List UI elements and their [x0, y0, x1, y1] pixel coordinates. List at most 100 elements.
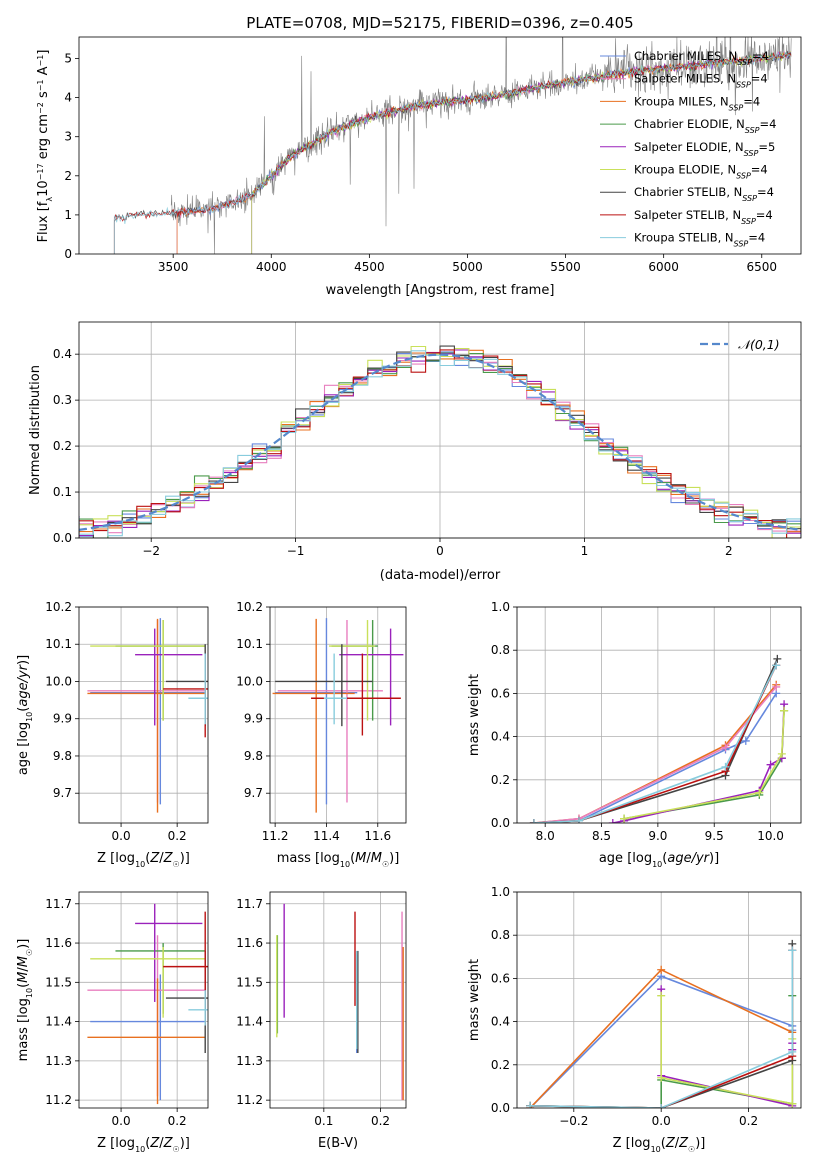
spectrum-axes: 3500 4000 4500 5000 5500 6000 6500 0 1 2 3 4 5 [64, 36, 802, 274]
label-part: λ [45, 197, 54, 202]
x-tick-label: 0.0 [652, 1114, 671, 1128]
label-part: )] [180, 851, 190, 866]
x-tick-label: 0.0 [112, 1114, 131, 1128]
label-part: )] [389, 851, 399, 866]
label-part: =4 [760, 117, 777, 131]
label-part: ( [145, 1136, 150, 1151]
age_vs_mass-axes: 11.2 11.4 11.6 9.7 9.8 9.9 10.0 10.1 10.2 [236, 600, 407, 843]
residuals-plot [79, 345, 801, 538]
label-part: age [log [599, 851, 652, 866]
y-tick-label: 11.3 [45, 1054, 72, 1068]
y-tick-label: 0.6 [491, 686, 510, 700]
y-tick-label: 1 [64, 208, 72, 222]
y-axis-label: mass [log10(M/M☉)] [16, 939, 34, 1062]
y-tick-label: 0.2 [491, 1058, 510, 1072]
label-part: Z [log [613, 1136, 651, 1151]
legend-label: Kroupa MILES, NSSP=4 [634, 94, 760, 112]
y-tick-label: 1.0 [491, 885, 510, 899]
label-part: )] [16, 939, 31, 949]
y-tick-label: 0.8 [491, 643, 510, 657]
y-tick-label: 9.8 [53, 749, 72, 763]
y-tick-label: 0.8 [491, 928, 510, 942]
label-part: SSP [744, 148, 759, 157]
weight-line [660, 995, 794, 1105]
y-tick-label: 11.2 [236, 1093, 263, 1107]
label-part: erg cm [36, 114, 51, 163]
weight-marker [788, 946, 797, 955]
y-tick-label: 11.5 [236, 975, 263, 989]
label-part: Kroupa STELIB, N [634, 231, 734, 245]
label-part: −17 [36, 163, 45, 180]
axes-frame [78, 891, 209, 1109]
weight-marker [608, 819, 617, 823]
legend-label: Chabrier STELIB, NSSP=4 [634, 185, 774, 203]
legend-label: Salpeter ELODIE, NSSP=5 [634, 140, 775, 158]
y-tick-label: 3 [64, 130, 72, 144]
y-tick-label: 0.0 [491, 1101, 510, 1115]
label-part: s [36, 91, 51, 102]
label-part: Z [log [97, 851, 135, 866]
label-part: =4 [743, 94, 760, 108]
y-tick-label: 11.6 [45, 936, 72, 950]
y-tick-label: 10.1 [45, 637, 72, 651]
label-part: Chabrier STELIB, N [634, 185, 742, 199]
legend-label: Salpeter MILES, NSSP=4 [634, 72, 768, 90]
y-tick-label: 11.7 [45, 897, 72, 911]
label-part: Z [log [97, 1136, 135, 1151]
label-part: M [355, 851, 366, 866]
y-tick-label: 11.6 [236, 936, 263, 950]
spectrum-legend: Chabrier MILES, NSSP=4 Salpeter MILES, NS… [600, 49, 776, 248]
weight-marker [788, 1099, 797, 1108]
x-axis-label: wavelength [Angstrom, rest frame] [326, 283, 555, 298]
weight-marker [657, 1104, 666, 1108]
label-part: Kroupa MILES, N [634, 94, 729, 108]
y-axis-label: Flux [fλ10−17 erg cm−2 s−1 A−1] [36, 50, 54, 243]
y-tick-label: 0 [64, 247, 72, 261]
label-part: −2 [36, 102, 45, 114]
y-tick-label: 0.1 [53, 485, 72, 499]
x-axis-label: E(B-V) [318, 1136, 358, 1151]
label-part: −1 [36, 55, 45, 67]
x-tick-label: 3500 [158, 260, 189, 274]
x-tick-label: −0.2 [559, 1114, 588, 1128]
weight-marker [777, 749, 786, 758]
label-part: Z [665, 1136, 676, 1151]
label-part: ☉ [25, 949, 34, 956]
label-part: =4 [751, 72, 768, 86]
label-part: SSP [734, 239, 749, 248]
weight-marker [721, 762, 730, 771]
label-part: Z [678, 1136, 689, 1151]
label-part: age/yr [16, 663, 31, 706]
y-tick-label: 0.0 [53, 531, 72, 545]
x-tick-label: 0.0 [112, 829, 131, 843]
x-axis-label: (data-model)/error [380, 568, 501, 583]
y-tick-label: 0.4 [491, 730, 510, 744]
x-tick-label: 1 [581, 544, 589, 558]
label-part: ( [16, 983, 31, 988]
label-part: mass [log [16, 998, 31, 1061]
y-tick-label: 0.6 [491, 971, 510, 985]
y-tick-label: 11.5 [45, 975, 72, 989]
x-tick-label: 10.0 [757, 829, 784, 843]
y-tick-label: 11.7 [236, 897, 263, 911]
label-part: Salpeter ELODIE, N [634, 140, 744, 154]
weight-marker [529, 819, 538, 823]
x-tick-label: 0.1 [314, 1114, 333, 1128]
y-tick-label: 10.1 [236, 637, 263, 651]
mass_vs_Z-axes: 0.0 0.2 11.2 11.3 11.4 11.5 11.6 11.7 [45, 891, 209, 1128]
weight-marker [773, 654, 782, 663]
y-tick-label: 4 [64, 91, 72, 105]
label-part: )] [180, 1136, 190, 1151]
weight-marker [772, 682, 781, 691]
x-axis-label: Z [log10(Z/Z☉)] [97, 851, 190, 869]
label-part: SSP [736, 80, 751, 89]
legend-label: Chabrier MILES, NSSP=4 [634, 49, 769, 67]
label-part: SSP [745, 126, 760, 135]
weight-marker [574, 816, 583, 823]
label-part: ( [662, 851, 667, 866]
y-tick-label: 9.7 [244, 786, 263, 800]
axes-frame [269, 891, 407, 1109]
y-tick-label: 0.2 [491, 773, 510, 787]
x-tick-label: 8.0 [536, 829, 555, 843]
